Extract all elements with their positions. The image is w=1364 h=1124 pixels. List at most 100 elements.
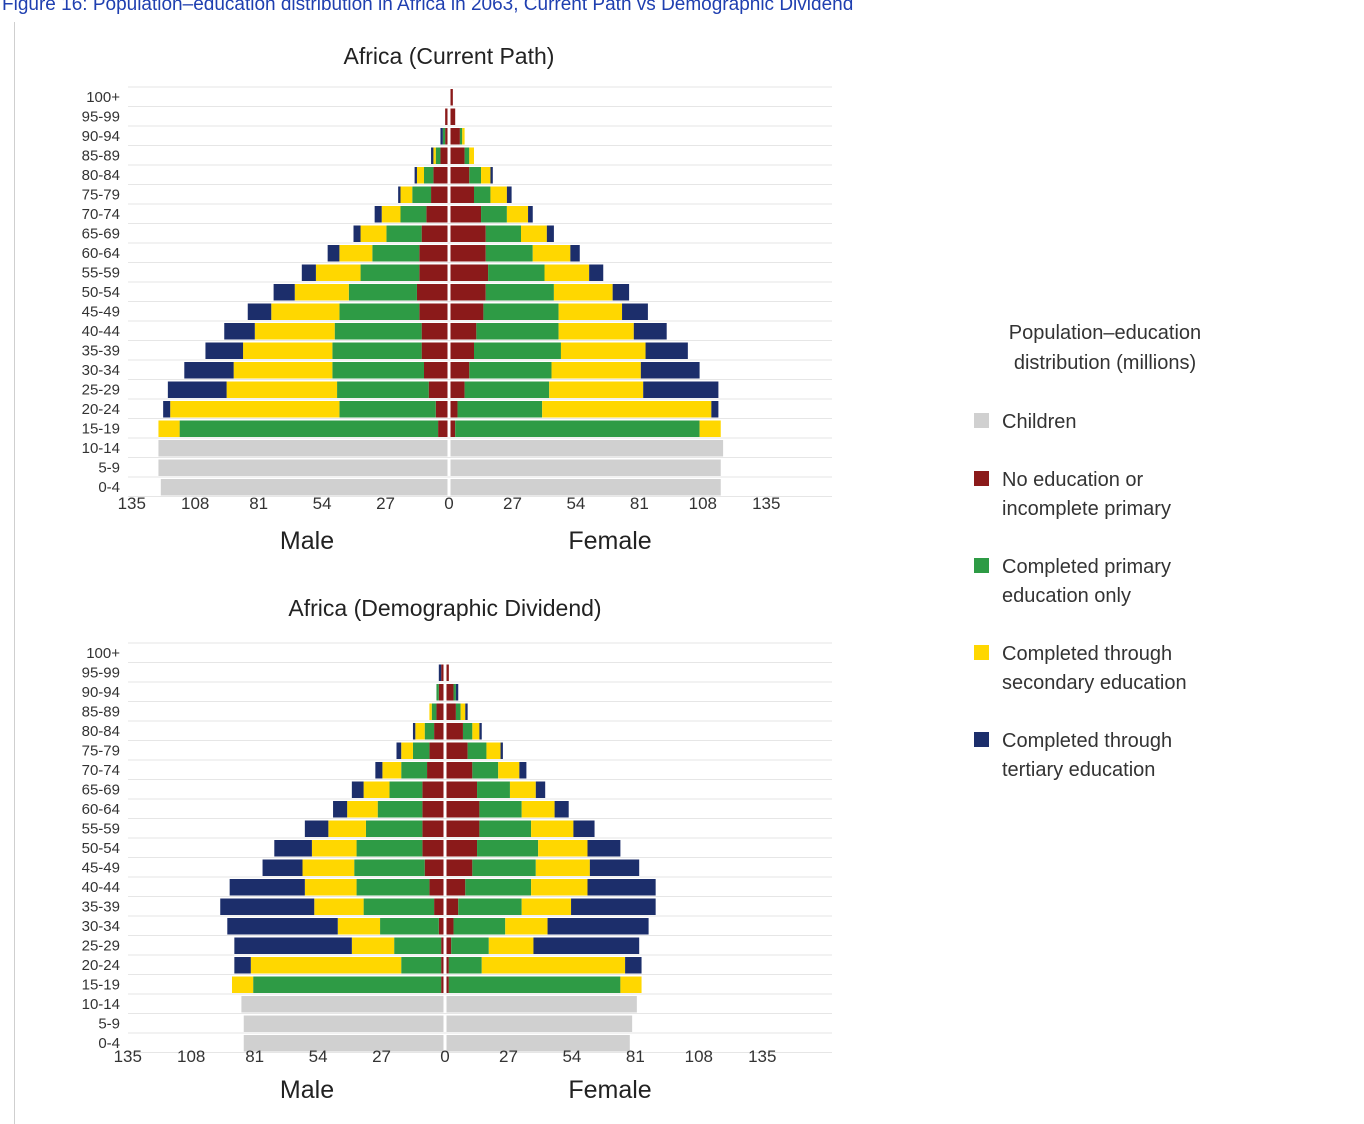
female-bar-segment xyxy=(625,957,642,974)
female-bar-segment xyxy=(521,898,572,915)
female-bar-segment xyxy=(479,801,522,818)
female-bar-segment xyxy=(455,420,700,437)
female-bar-segment xyxy=(488,264,545,281)
age-group-label: 30-34 xyxy=(82,918,120,935)
age-group-label: 100+ xyxy=(86,89,120,106)
female-bar-segment xyxy=(446,703,456,720)
female-bar-segment xyxy=(446,801,480,818)
x-tick-label: 81 xyxy=(626,1047,645,1066)
female-bar-segment xyxy=(446,820,480,837)
male-bar-segment xyxy=(160,479,448,496)
age-group-label: 20-24 xyxy=(82,401,120,418)
age-group-label: 90-94 xyxy=(82,128,120,145)
legend-label-primary: Completed primary education only xyxy=(1002,556,1171,607)
x-tick-label: 54 xyxy=(566,494,585,513)
male-bar-segment xyxy=(374,206,382,223)
male-bar-segment xyxy=(412,723,416,740)
female-bar-segment xyxy=(446,879,466,896)
male-bar-segment xyxy=(167,381,227,398)
female-bar-segment xyxy=(547,918,649,935)
male-bar-segment xyxy=(445,128,448,145)
female-bar-segment xyxy=(481,167,491,184)
male-bar-segment xyxy=(400,186,413,203)
pyramid-charts: Africa (Current Path) 100+ 95-99 90-94 85-89… xyxy=(82,43,832,1104)
male-bar-segment xyxy=(431,147,434,164)
female-bar-segment xyxy=(643,381,719,398)
female-bar-segment xyxy=(549,381,644,398)
age-group-label: 75-79 xyxy=(82,187,120,204)
age-group-label: 15-19 xyxy=(82,977,120,994)
female-bar-segment xyxy=(483,303,559,320)
legend-item-secondary: Completed through secondary education xyxy=(960,640,1250,698)
age-group-label: 70-74 xyxy=(82,206,120,223)
legend-item-tertiary: Completed through tertiary education xyxy=(960,727,1250,785)
male-bar-segment xyxy=(436,703,444,720)
male-bar-segment xyxy=(351,781,364,798)
female-bar-segment xyxy=(622,303,648,320)
x-tick-label: 108 xyxy=(689,494,717,513)
male-bar-segment xyxy=(422,820,444,837)
male-bar-segment xyxy=(254,323,335,340)
age-group-label: 55-59 xyxy=(82,265,120,282)
female-bar-segment xyxy=(448,957,482,974)
male-bar-segment xyxy=(434,723,444,740)
female-bar-segment xyxy=(450,245,486,262)
legend-label-tertiary: Completed through tertiary education xyxy=(1002,730,1173,781)
age-group-label: 15-19 xyxy=(82,421,120,438)
female-bar-segment xyxy=(488,937,534,954)
pyramid-chart-2: Africa (Demographic Dividend) 100+ 95-99 90… xyxy=(82,595,832,1104)
male-bar-segment xyxy=(220,898,315,915)
male-bar-segment xyxy=(339,401,436,418)
male-bar-segment xyxy=(440,147,448,164)
male-bar-segment xyxy=(427,762,444,779)
female-bar-segment xyxy=(462,723,473,740)
female-bar-segment xyxy=(450,108,456,125)
male-bar-segment xyxy=(433,147,436,164)
male-bar-segment xyxy=(372,245,420,262)
male-bar-segment xyxy=(424,167,434,184)
female-bar-segment xyxy=(450,167,470,184)
female-bar-segment xyxy=(474,186,491,203)
male-bar-segment xyxy=(419,264,448,281)
male-bar-segment xyxy=(428,381,448,398)
male-bar-segment xyxy=(441,976,444,993)
legend-swatch-primary xyxy=(974,558,989,573)
age-group-label: 50-54 xyxy=(82,284,120,301)
male-bar-segment xyxy=(429,879,444,896)
legend-label-no-education: No education or incomplete primary xyxy=(1002,469,1171,520)
male-bar-segment xyxy=(440,128,443,145)
male-bar-segment xyxy=(416,167,424,184)
female-bar-segment xyxy=(640,362,700,379)
female-bar-segment xyxy=(612,284,630,301)
age-group-label: 5-9 xyxy=(98,460,120,477)
pyramid-chart-1: Africa (Current Path) 100+ 95-99 90-94 85-89… xyxy=(82,43,832,555)
legend-swatch-no-education xyxy=(974,471,989,486)
male-bar-segment xyxy=(301,264,316,281)
age-group-label: 30-34 xyxy=(82,362,120,379)
female-bar-segment xyxy=(462,128,465,145)
male-bar-segment xyxy=(422,840,444,857)
female-bar-segment xyxy=(450,303,484,320)
legend-swatch-tertiary xyxy=(974,732,989,747)
female-bar-segment xyxy=(490,167,493,184)
male-bar-segment xyxy=(419,303,448,320)
legend-swatch-children xyxy=(974,413,989,428)
x-tick-label: 135 xyxy=(748,1047,776,1066)
x-tick-label: 0 xyxy=(440,1047,449,1066)
male-bar-segment xyxy=(233,362,333,379)
female-bar-segment xyxy=(479,723,482,740)
male-bar-segment xyxy=(363,898,435,915)
male-bar-segment xyxy=(354,859,425,876)
x-axis-label-male: Male xyxy=(280,527,334,555)
male-bar-segment xyxy=(179,420,439,437)
female-bar-segment xyxy=(531,820,574,837)
male-bar-segment xyxy=(234,937,352,954)
male-bar-segment xyxy=(375,762,383,779)
female-bar-segment xyxy=(450,420,456,437)
female-bar-segment xyxy=(450,186,474,203)
x-tick-label: 81 xyxy=(630,494,649,513)
female-bar-segment xyxy=(485,284,554,301)
female-bar-segment xyxy=(500,742,503,759)
age-group-label: 10-14 xyxy=(82,996,120,1013)
female-bar-segment xyxy=(551,362,641,379)
